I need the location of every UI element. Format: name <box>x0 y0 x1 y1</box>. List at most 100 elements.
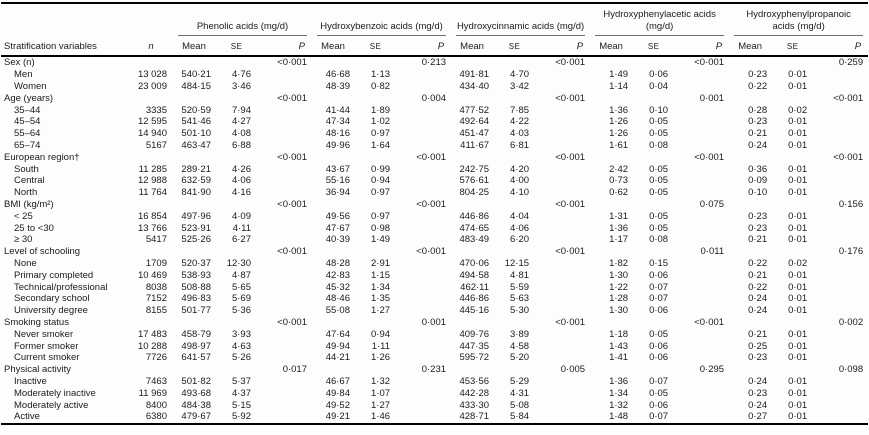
mean-value <box>590 93 636 105</box>
mean-value <box>173 56 219 69</box>
p-column-header: P <box>675 35 730 58</box>
se-column-header: SE <box>219 35 258 58</box>
p-value: <0·001 <box>555 316 586 328</box>
p-column-header: P <box>536 35 591 58</box>
mean-value: 0·24 <box>748 399 768 411</box>
mean-value: 1·30 <box>609 305 629 317</box>
p-value <box>536 128 590 140</box>
se-value: 0·94 <box>371 175 391 187</box>
se-value: 1·11 <box>371 340 391 352</box>
n-value: 6380 <box>145 411 167 423</box>
se-value: 0·01 <box>788 399 808 411</box>
p-value <box>536 305 590 317</box>
p-value <box>814 211 868 223</box>
mean-value: 0·22 <box>748 257 768 269</box>
p-value: 0·002 <box>838 316 864 328</box>
table-row: 65–74 5167 463·47 6·88 49·96 1·64 411·67 6·81 1·… <box>1 140 868 152</box>
mean-value: 0·24 <box>748 139 768 151</box>
p-value: <0·001 <box>555 198 586 210</box>
p-value <box>536 164 590 176</box>
section-label: Age (years) <box>4 92 54 104</box>
mean-value: 508·88 <box>181 281 211 293</box>
mean-value: 49·52 <box>325 399 351 411</box>
se-value: 6·20 <box>510 234 530 246</box>
se-value: 0·08 <box>649 234 669 246</box>
p-value <box>536 105 590 117</box>
stratified-intake-table: Stratification variables n Phenolic acid… <box>1 2 869 426</box>
se-value: 4·27 <box>231 116 251 128</box>
p-value <box>397 270 451 282</box>
mean-value: 48·39 <box>325 80 351 92</box>
group-label: Phenolic acids (mg/d) <box>178 21 308 36</box>
se-value <box>775 152 814 164</box>
p-value <box>397 81 451 93</box>
mean-value: 501·77 <box>181 305 211 317</box>
p-value <box>675 69 729 81</box>
p-value <box>814 400 868 412</box>
p-value <box>675 352 729 364</box>
mean-value: 1·30 <box>609 269 629 281</box>
se-value: 5·15 <box>231 399 251 411</box>
p-value: <0·001 <box>277 57 308 69</box>
mean-value: 0·62 <box>609 187 629 199</box>
se-value: 5·36 <box>231 305 251 317</box>
p-value <box>397 69 451 81</box>
p-value <box>258 293 312 305</box>
row-label: University degree <box>14 305 88 317</box>
mean-value <box>729 56 775 69</box>
row-label: ≥ 30 <box>14 234 33 246</box>
mean-value: 0·09 <box>748 175 768 187</box>
p-value <box>814 293 868 305</box>
se-value: 0·05 <box>649 116 669 128</box>
mean-value: 0·22 <box>748 80 768 92</box>
mean-value <box>590 364 636 376</box>
p-value <box>397 293 451 305</box>
se-value: 0·01 <box>788 340 808 352</box>
p-value <box>397 128 451 140</box>
mean-value: 538·93 <box>181 269 211 281</box>
table-row: South 11 285 289·21 4·26 43·67 0·99 242·75 4·20… <box>1 164 868 176</box>
row-label: Secondary school <box>14 293 90 305</box>
mean-value: 494·58 <box>459 269 490 281</box>
se-value <box>497 152 536 164</box>
n-column-header: n <box>129 3 173 58</box>
mean-value <box>729 93 775 105</box>
mean-value <box>590 246 636 258</box>
se-value: 0·02 <box>788 257 808 269</box>
p-value <box>536 282 590 294</box>
n-value <box>129 364 173 376</box>
mean-value: 1·36 <box>609 104 629 116</box>
row-label: North <box>14 187 38 199</box>
mean-value <box>173 93 219 105</box>
p-value <box>258 329 312 341</box>
mean-value: 41·44 <box>325 104 351 116</box>
se-value: 1·35 <box>371 293 391 305</box>
se-value: 4·22 <box>510 116 530 128</box>
n-value <box>129 152 173 164</box>
mean-value: 541·46 <box>181 116 211 128</box>
p-value <box>536 69 590 81</box>
n-value: 11 969 <box>138 387 167 399</box>
se-value: 0·01 <box>788 175 808 187</box>
table-row: 25 to <30 13 766 523·91 4·11 47·67 0·98 474·65… <box>1 223 868 235</box>
se-value: 0·06 <box>649 69 669 81</box>
p-value <box>536 140 590 152</box>
se-value: 2·91 <box>371 257 391 269</box>
se-value: 4·09 <box>231 210 251 222</box>
mean-value: 576·61 <box>459 175 490 187</box>
mean-value: 48·16 <box>325 128 351 140</box>
section-label: Sex (n) <box>4 57 35 69</box>
mean-value: 2·42 <box>609 163 629 175</box>
se-value: 0·01 <box>788 222 808 234</box>
p-value <box>258 258 312 270</box>
p-value: <0·001 <box>416 151 447 163</box>
se-value: 0·01 <box>788 210 808 222</box>
se-value: 1·15 <box>371 269 391 281</box>
se-value: 0·05 <box>649 328 669 340</box>
p-value <box>536 270 590 282</box>
se-value: 4·81 <box>510 269 530 281</box>
row-label: Technical/professional <box>14 281 108 293</box>
table-row: University degree 8155 501·77 5·36 55·08 1·27… <box>1 305 868 317</box>
row-label: Inactive <box>14 375 47 387</box>
se-value: 0·01 <box>788 375 808 387</box>
